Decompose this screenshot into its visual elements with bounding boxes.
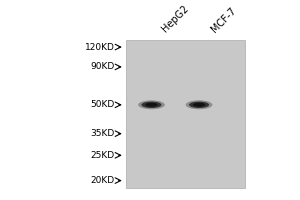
Text: 25KD: 25KD	[90, 151, 114, 160]
Text: 50KD: 50KD	[90, 100, 114, 109]
Ellipse shape	[189, 102, 209, 108]
Ellipse shape	[186, 100, 212, 109]
FancyBboxPatch shape	[126, 40, 245, 188]
Text: MCF-7: MCF-7	[209, 6, 238, 34]
Ellipse shape	[142, 102, 161, 108]
Ellipse shape	[146, 103, 158, 107]
Ellipse shape	[138, 100, 165, 109]
Text: 90KD: 90KD	[90, 62, 114, 71]
Text: HepG2: HepG2	[160, 4, 191, 34]
Ellipse shape	[193, 103, 205, 107]
Text: 20KD: 20KD	[90, 176, 114, 185]
Text: 35KD: 35KD	[90, 129, 114, 138]
Text: 120KD: 120KD	[85, 43, 114, 52]
